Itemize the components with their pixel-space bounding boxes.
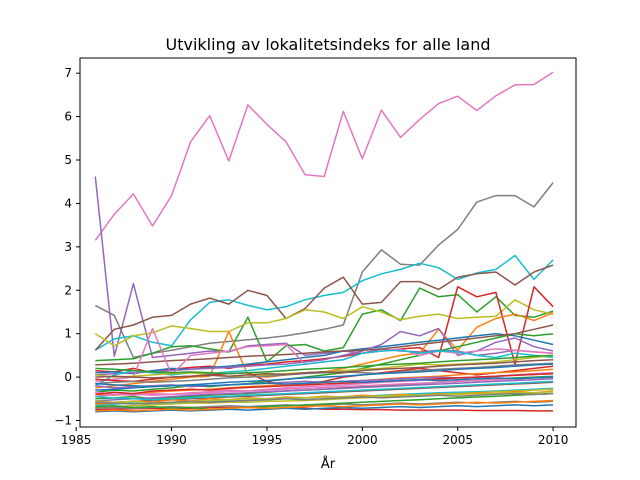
x-tick-label: 1985 <box>61 433 92 447</box>
series-line-8 <box>95 286 554 374</box>
series-line-7 <box>94 299 554 347</box>
series-line-37 <box>95 372 554 396</box>
chart-title: Utvikling av lokalitetsindeks for alle l… <box>166 35 491 54</box>
x-tick-label: 2000 <box>347 433 378 447</box>
y-tick-label: 5 <box>64 153 72 167</box>
series-line-28 <box>95 400 554 410</box>
series-line-1 <box>94 71 554 241</box>
x-tick-label: 2005 <box>442 433 473 447</box>
x-tick-label: 2010 <box>538 433 569 447</box>
plot-frame <box>79 57 577 428</box>
series-line-30 <box>95 390 554 405</box>
y-tick-label: 7 <box>64 66 72 80</box>
series-line-33 <box>95 358 554 379</box>
series-line-40 <box>95 399 554 412</box>
y-tick-label: 6 <box>64 110 72 124</box>
x-tick-label: 1995 <box>252 433 283 447</box>
series-line-5 <box>94 264 554 351</box>
x-tick-label: 1990 <box>156 433 187 447</box>
series-line-12 <box>95 332 554 394</box>
series-line-15 <box>94 349 554 387</box>
series-line-4 <box>94 254 554 351</box>
y-tick-label: 1 <box>64 327 72 341</box>
series-line-18 <box>95 362 554 385</box>
series-line-31 <box>95 392 554 410</box>
series-line-6 <box>95 287 554 363</box>
y-axis: −1 0 1 2 3 4 5 6 7 <box>54 66 80 427</box>
series-line-13 <box>95 324 554 366</box>
series-line-10 <box>95 332 554 375</box>
y-tick-label: 0 <box>64 370 72 384</box>
series-line-2 <box>94 182 554 359</box>
y-tick-label: −1 <box>54 413 72 427</box>
series-line-22 <box>95 378 554 402</box>
series-line-41 <box>95 354 554 375</box>
series-line-35 <box>95 380 554 401</box>
series-line-34 <box>95 376 554 397</box>
x-axis-label: År <box>321 456 336 472</box>
series-layer <box>94 71 554 413</box>
y-tick-label: 2 <box>64 283 72 297</box>
y-tick-label: 4 <box>64 196 72 210</box>
series-line-39 <box>95 376 554 388</box>
series-line-38 <box>95 392 554 405</box>
series-line-29 <box>95 404 554 413</box>
y-tick-label: 3 <box>64 240 72 254</box>
x-axis: 1985 1990 1995 2000 2005 2010 <box>61 427 568 447</box>
